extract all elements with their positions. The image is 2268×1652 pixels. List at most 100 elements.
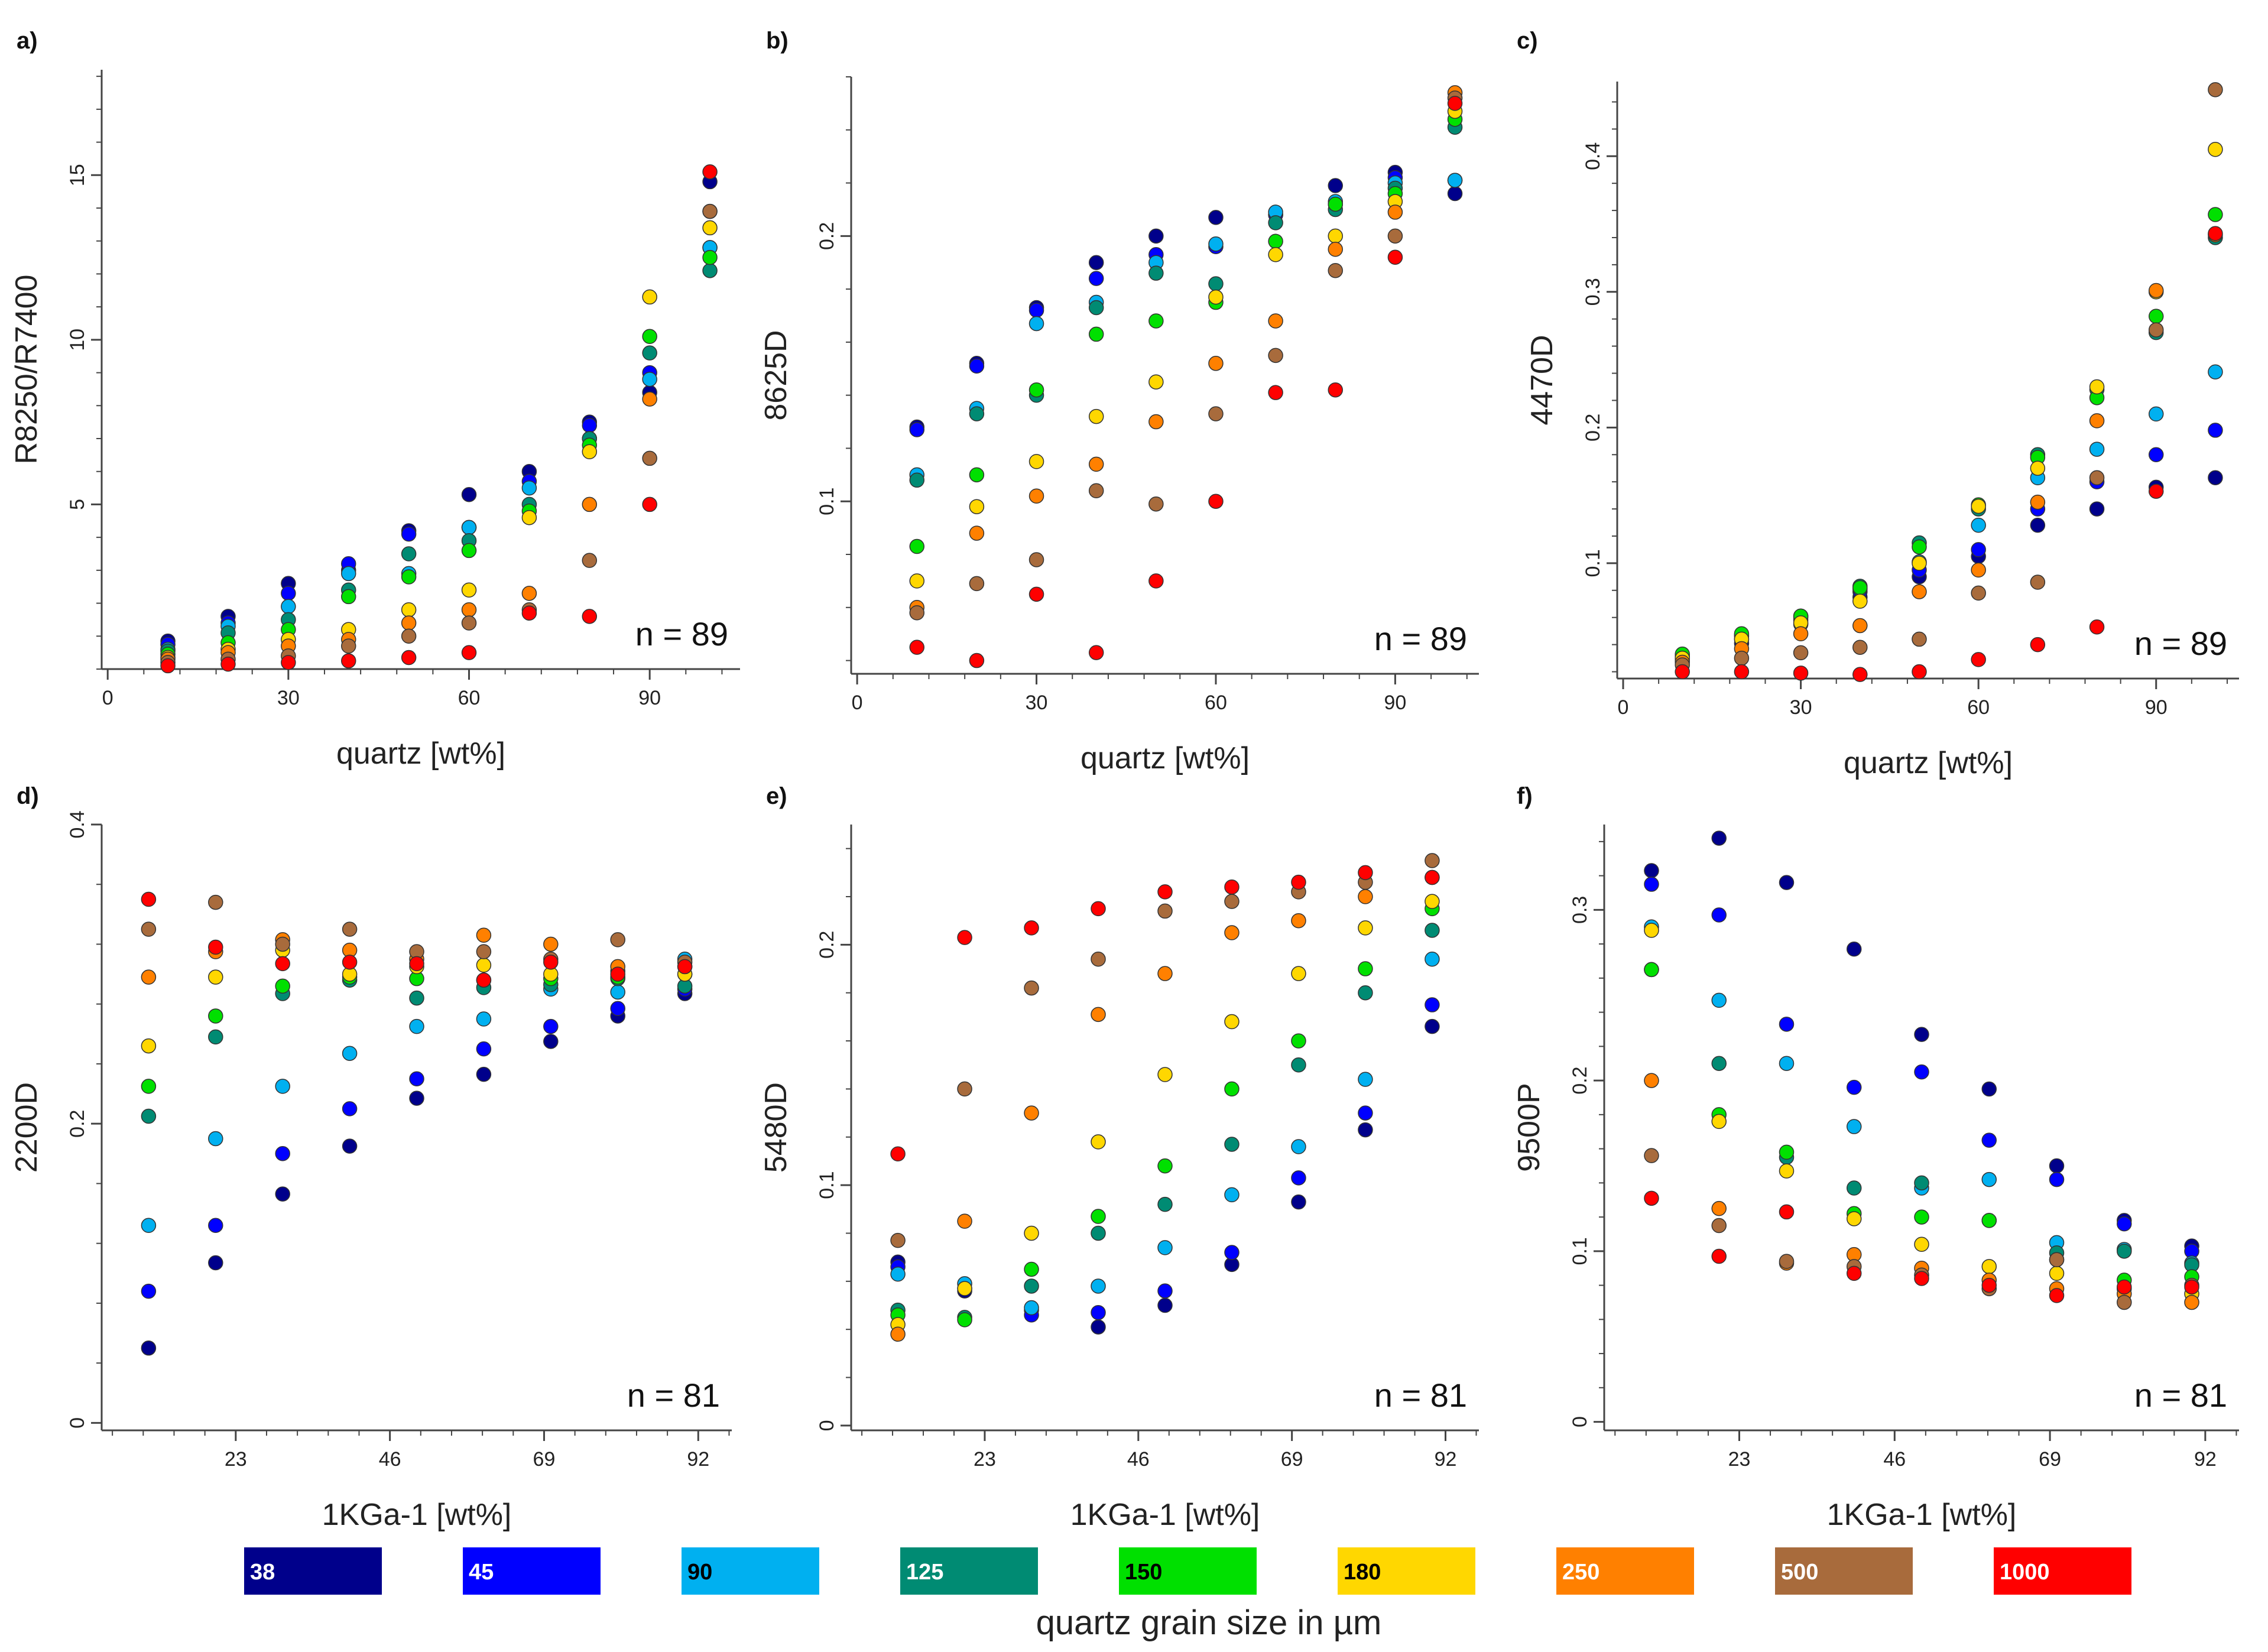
data-point [401, 602, 417, 618]
data-point [1425, 853, 1440, 868]
data-point [1224, 1245, 1240, 1260]
y-tick-label: 0.2 [1569, 1066, 1591, 1094]
data-point [2208, 470, 2223, 486]
data-point [1971, 517, 1986, 533]
series-180 [890, 894, 1440, 1332]
data-point [2184, 1294, 2199, 1310]
data-point [702, 249, 718, 265]
data-point [401, 650, 417, 666]
y-tick-label: 0.2 [816, 222, 838, 250]
data-point [1358, 1105, 1373, 1121]
data-point [476, 944, 492, 959]
data-point [2030, 494, 2046, 510]
x-tick-label: 46 [1883, 1448, 1906, 1471]
series-45 [160, 240, 718, 652]
data-point [1091, 1278, 1106, 1294]
data-point [1148, 374, 1164, 390]
sample-count-label: n = 89 [635, 615, 728, 653]
data-point [1644, 863, 1659, 878]
data-point [1711, 907, 1727, 923]
data-point [1328, 382, 1344, 398]
data-point [476, 972, 492, 988]
data-point [476, 958, 492, 973]
data-point [2208, 142, 2223, 157]
legend-swatch [244, 1547, 382, 1595]
data-point [1387, 249, 1403, 265]
x-axis-title: quartz [wt%] [1844, 746, 2013, 780]
series-500 [890, 853, 1440, 1248]
data-point [1358, 920, 1373, 936]
data-point [702, 263, 718, 278]
x-axis-title: 1KGa-1 [wt%] [1827, 1498, 2017, 1532]
data-point [1328, 178, 1344, 193]
data-point [1852, 580, 1868, 595]
data-point [1088, 271, 1104, 286]
data-point [1268, 247, 1283, 262]
data-point [208, 969, 223, 985]
x-tick-label: 60 [458, 687, 481, 709]
legend-label: 180 [1344, 1560, 1381, 1585]
legend-swatch [1338, 1547, 1475, 1595]
data-point [1971, 585, 1986, 601]
data-point [1779, 1017, 1795, 1032]
data-point [141, 1218, 157, 1234]
data-point [1208, 236, 1224, 252]
y-tick-label: 5 [66, 499, 89, 510]
data-point [702, 220, 718, 236]
data-point [1028, 552, 1044, 567]
series-38 [141, 986, 693, 1356]
data-point [141, 1283, 157, 1299]
data-point [543, 1034, 559, 1049]
series-180 [909, 103, 1463, 589]
data-point [1224, 1014, 1240, 1030]
data-point [1852, 618, 1868, 634]
data-point [909, 472, 925, 488]
data-point [2208, 82, 2223, 98]
data-point [702, 203, 718, 219]
series-250 [160, 203, 718, 667]
legend-label: 500 [1781, 1560, 1818, 1585]
legend-item-1000: 1000 [1994, 1547, 2131, 1595]
series-125 [890, 923, 1440, 1325]
x-axis-title: quartz [wt%] [336, 736, 505, 771]
data-point [521, 605, 537, 621]
data-point [1387, 205, 1403, 220]
data-point [969, 358, 985, 374]
series-180 [1644, 923, 2199, 1302]
data-point [1157, 1297, 1173, 1313]
data-point [1981, 1277, 1997, 1293]
series-125 [1675, 230, 2223, 663]
data-point [582, 417, 598, 433]
data-point [1157, 903, 1173, 919]
data-point [1157, 1283, 1173, 1299]
data-point [2208, 364, 2223, 379]
data-point [1028, 488, 1044, 504]
data-point [1914, 1027, 1929, 1042]
data-point [1358, 961, 1373, 976]
y-axis-title: 2200D [9, 1082, 44, 1173]
series-38 [909, 164, 1463, 435]
data-point [1644, 1190, 1659, 1206]
legend-swatch [900, 1547, 1038, 1595]
panel-a: a) 0 30 60 90 5 10 15 quartz [wt%] R8250/R7400 n =… [9, 28, 740, 771]
series-1000 [1644, 1190, 2199, 1303]
data-point [1425, 894, 1440, 909]
data-point [582, 609, 598, 624]
x-tick-label: 92 [1435, 1448, 1457, 1471]
data-point [1268, 215, 1283, 231]
data-point [1028, 454, 1044, 469]
data-point [401, 569, 417, 585]
data-point [1208, 276, 1224, 291]
sample-count-label: n = 89 [1374, 620, 1467, 657]
data-point [342, 1138, 358, 1154]
data-point [2117, 1216, 2132, 1232]
data-point [1091, 1134, 1106, 1150]
sample-count-label: n = 89 [2134, 625, 2227, 662]
legend: 38 45 90 125 150 180 250 500 1000 [244, 1547, 2131, 1595]
x-tick-label: 90 [1384, 692, 1406, 714]
data-point [610, 966, 625, 982]
data-point [543, 936, 559, 952]
data-point [2117, 1279, 2132, 1295]
data-point [1148, 313, 1164, 329]
data-point [340, 589, 356, 605]
